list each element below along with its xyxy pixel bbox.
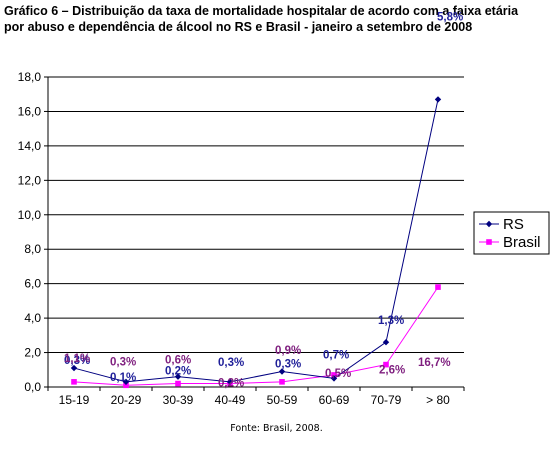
- y-tick-label: 14,0: [18, 139, 42, 153]
- x-tick-label: 20-29: [111, 393, 142, 407]
- y-tick-label: 12,0: [18, 173, 42, 187]
- data-label-brasil: 0,3%: [110, 356, 136, 368]
- series-line-brasil: [73, 286, 439, 386]
- y-tick-label: 0,0: [24, 380, 41, 394]
- data-label-brasil: 1,1%: [64, 353, 90, 365]
- grid-lines: [48, 76, 464, 354]
- data-label-rs: 0,7%: [323, 349, 349, 361]
- data-point-brasil: [383, 361, 389, 368]
- data-point-brasil: [123, 382, 129, 389]
- data-point-brasil: [175, 380, 181, 387]
- x-tick-label: 15-19: [59, 393, 90, 407]
- series-line-rs: [73, 99, 439, 383]
- data-label-brasil: 0,2%: [218, 378, 244, 390]
- y-tick-label: 6,0: [24, 277, 41, 291]
- data-label-brasil: 0,5%: [325, 368, 351, 380]
- y-tick-label: 10,0: [18, 208, 42, 222]
- data-point-rs: [226, 378, 234, 386]
- legend-marker-brasil: [486, 239, 492, 245]
- data-label-brasil: 16,7%: [418, 357, 451, 369]
- x-tick-label: 40-49: [215, 393, 246, 407]
- y-tick-label: 8,0: [24, 242, 41, 256]
- axes: [44, 76, 465, 391]
- x-tick-label: > 80: [426, 393, 450, 407]
- data-point-rs: [382, 339, 390, 346]
- data-label-brasil: 2,6%: [379, 365, 405, 377]
- data-point-brasil: [279, 379, 285, 385]
- data-point-rs: [70, 364, 78, 372]
- x-tick-labels: 15-19 20-29 30-39 40-49 50-59 60-69 70-79 > 80: [59, 393, 451, 407]
- plot-area: [48, 77, 464, 387]
- chart-title-line-2: por abuso e dependência de álcool no RS …: [4, 20, 473, 34]
- data-label-rs: 5,8%: [437, 11, 463, 23]
- data-point-brasil: [71, 379, 77, 385]
- data-label-brasil: 0,9%: [275, 345, 301, 357]
- legend-marker-rs: [485, 220, 493, 228]
- y-tick-label: 18,0: [18, 70, 42, 84]
- data-label-rs: 0,3%: [275, 359, 301, 371]
- legend-box: [473, 211, 550, 255]
- data-label-rs: 0,3%: [218, 357, 244, 369]
- data-label-rs: 0,2%: [165, 366, 191, 378]
- data-point-rs: [174, 373, 182, 380]
- source-note: Fonte: Brasil, 2008.: [230, 423, 323, 434]
- data-labels: 0,3%0,1%0,2%0,3% 0,3%0,7%1,3%5,8%1,1% 0,3%…: [64, 11, 463, 389]
- data-point-brasil: [435, 284, 441, 290]
- legend-label-brasil: Brasil: [503, 234, 541, 251]
- data-point-rs: [434, 96, 442, 103]
- data-label-rs: 0,3%: [64, 355, 90, 367]
- chart-title-line-1: Gráfico 6 – Distribuição da taxa de mort…: [4, 4, 519, 18]
- y-tick-label: 2,0: [24, 346, 41, 360]
- legend-label-rs: RS: [503, 216, 524, 233]
- data-label-brasil: 0,6%: [165, 355, 191, 367]
- data-label-rs: 0,1%: [110, 372, 136, 384]
- series-markers: [70, 96, 442, 389]
- data-point-rs: [122, 378, 130, 386]
- y-tick-label: 16,0: [18, 104, 42, 118]
- data-label-rs: 1,3%: [378, 315, 404, 327]
- y-tick-labels: 0,0 2,0 4,0 6,0 8,0 10,0 12,0 14,0 16,0 18,0: [18, 70, 42, 394]
- data-point-brasil: [331, 372, 337, 378]
- x-tick-label: 70-79: [371, 393, 402, 407]
- x-tick-label: 60-69: [319, 393, 350, 407]
- data-point-rs: [330, 375, 338, 382]
- x-tick-label: 30-39: [163, 393, 194, 407]
- series-lines: [73, 99, 439, 386]
- chart-title: Gráfico 6 – Distribuição da taxa de mort…: [4, 3, 549, 35]
- x-tick-label: 50-59: [267, 393, 298, 407]
- data-point-rs: [278, 368, 286, 375]
- y-tick-label: 4,0: [24, 311, 41, 325]
